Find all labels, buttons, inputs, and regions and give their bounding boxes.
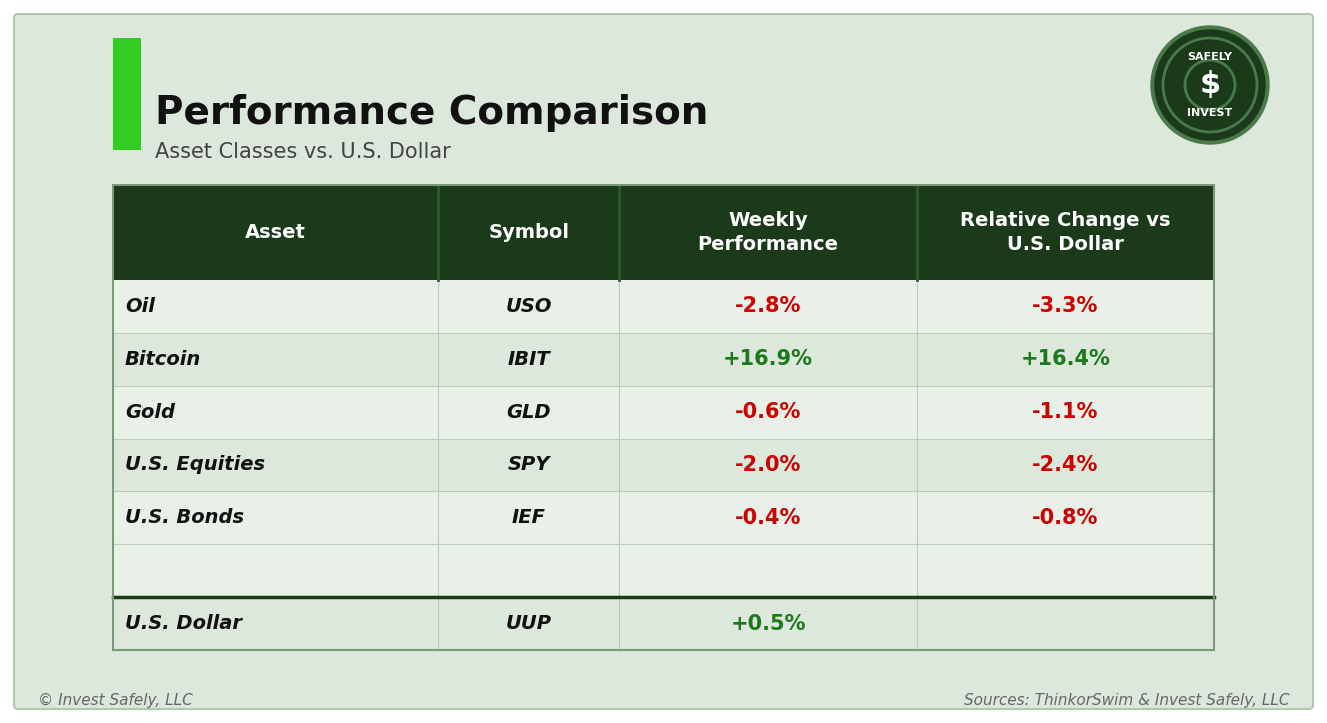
Text: Oil: Oil xyxy=(125,297,155,316)
Text: GLD: GLD xyxy=(507,403,551,422)
Text: Sources: ThinkorSwim & Invest Safely, LLC: Sources: ThinkorSwim & Invest Safely, LL… xyxy=(963,693,1289,708)
Text: -2.4%: -2.4% xyxy=(1032,455,1099,475)
Text: UUP: UUP xyxy=(506,614,552,633)
Text: -0.6%: -0.6% xyxy=(735,402,802,422)
FancyBboxPatch shape xyxy=(113,439,1214,492)
Text: Asset: Asset xyxy=(245,223,305,242)
FancyBboxPatch shape xyxy=(113,333,1214,385)
Text: $: $ xyxy=(1200,71,1221,100)
FancyBboxPatch shape xyxy=(113,385,1214,439)
Text: U.S. Equities: U.S. Equities xyxy=(125,455,265,474)
Text: +16.4%: +16.4% xyxy=(1020,349,1111,369)
Text: Relative Change vs
U.S. Dollar: Relative Change vs U.S. Dollar xyxy=(961,210,1170,254)
Text: +16.9%: +16.9% xyxy=(723,349,813,369)
FancyBboxPatch shape xyxy=(113,492,1214,544)
Circle shape xyxy=(1154,30,1265,140)
FancyBboxPatch shape xyxy=(113,38,141,150)
FancyBboxPatch shape xyxy=(113,544,1214,597)
Text: -2.8%: -2.8% xyxy=(735,296,802,317)
Text: IBIT: IBIT xyxy=(507,350,549,369)
Text: -0.4%: -0.4% xyxy=(735,508,802,528)
Text: U.S. Bonds: U.S. Bonds xyxy=(125,508,244,527)
Text: © Invest Safely, LLC: © Invest Safely, LLC xyxy=(38,693,192,708)
Text: -0.8%: -0.8% xyxy=(1032,508,1099,528)
Circle shape xyxy=(1151,26,1269,144)
Text: Performance Comparison: Performance Comparison xyxy=(155,94,709,132)
Text: Gold: Gold xyxy=(125,403,175,422)
Text: INVEST: INVEST xyxy=(1188,108,1233,118)
Text: Bitcoin: Bitcoin xyxy=(125,350,202,369)
Text: Weekly
Performance: Weekly Performance xyxy=(698,210,839,254)
Text: U.S. Dollar: U.S. Dollar xyxy=(125,614,242,633)
FancyBboxPatch shape xyxy=(113,280,1214,333)
Text: -1.1%: -1.1% xyxy=(1032,402,1099,422)
Text: Asset Classes vs. U.S. Dollar: Asset Classes vs. U.S. Dollar xyxy=(155,142,451,162)
FancyBboxPatch shape xyxy=(15,14,1312,709)
Text: +0.5%: +0.5% xyxy=(730,614,805,633)
Text: IEF: IEF xyxy=(512,508,545,527)
Text: SPY: SPY xyxy=(507,455,549,474)
FancyBboxPatch shape xyxy=(113,597,1214,650)
Text: Symbol: Symbol xyxy=(488,223,569,242)
Text: -3.3%: -3.3% xyxy=(1032,296,1099,317)
Text: SAFELY: SAFELY xyxy=(1188,52,1233,62)
Text: -2.0%: -2.0% xyxy=(735,455,802,475)
Text: USO: USO xyxy=(506,297,552,316)
FancyBboxPatch shape xyxy=(113,185,1214,280)
